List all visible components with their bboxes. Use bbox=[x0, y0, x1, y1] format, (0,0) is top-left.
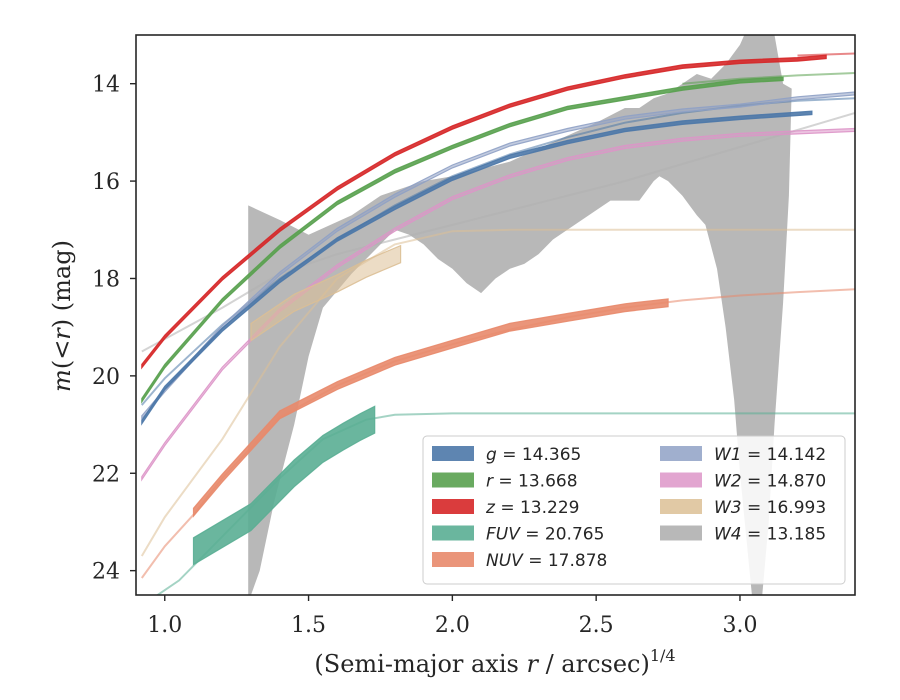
series-z-band bbox=[141, 54, 827, 370]
legend-label-z: z = 13.229 bbox=[485, 498, 579, 518]
x-tick-label: 1.5 bbox=[291, 613, 326, 638]
legend-label-r: r = 13.668 bbox=[486, 472, 578, 492]
series-W2-band bbox=[141, 127, 855, 482]
x-axis-label: (Semi-major axis r / arcsec)1/4 bbox=[314, 646, 675, 678]
legend-label-NUV: NUV = 17.878 bbox=[486, 551, 607, 571]
legend-swatch-W2 bbox=[660, 472, 702, 488]
y-axis-label: m(<r) (mag) bbox=[48, 240, 76, 392]
legend-label-FUV: FUV = 20.765 bbox=[486, 525, 604, 545]
legend-swatch-r bbox=[432, 472, 474, 488]
legend-label-W4: W4 = 13.185 bbox=[714, 525, 826, 545]
legend-swatch-W3 bbox=[660, 499, 702, 514]
legend-swatch-W1 bbox=[660, 446, 702, 461]
y-tick-label: 22 bbox=[92, 462, 120, 487]
x-axis: 1.0 1.5 2.0 2.5 3.0 bbox=[147, 595, 757, 638]
series-W3-model-line bbox=[140, 228, 855, 557]
series-NUV-band bbox=[192, 298, 669, 518]
legend-label-W3: W3 = 16.993 bbox=[714, 498, 826, 518]
legend-box bbox=[422, 435, 846, 585]
y-tick-label: 20 bbox=[92, 365, 120, 390]
y-tick-label: 24 bbox=[92, 560, 120, 585]
y-tick-label: 18 bbox=[92, 267, 120, 292]
legend-swatch-NUV bbox=[432, 552, 474, 567]
x-tick-label: 3.0 bbox=[722, 613, 757, 638]
x-tick-label: 2.5 bbox=[579, 613, 614, 638]
series-r-model-line bbox=[682, 72, 855, 85]
plot-frame bbox=[135, 34, 856, 596]
x-tick-label: 2.0 bbox=[435, 613, 470, 638]
legend-label-g: g = 14.365 bbox=[486, 445, 581, 465]
legend-label-W2: W2 = 14.870 bbox=[714, 472, 826, 492]
series-g-band bbox=[141, 110, 813, 426]
y-tick-label: 16 bbox=[92, 170, 120, 195]
legend-swatch-z bbox=[432, 499, 474, 514]
series-W1-band bbox=[141, 91, 855, 421]
series-z-model-line bbox=[797, 52, 855, 57]
y-axis: 14 16 18 20 22 24 bbox=[92, 73, 136, 585]
series-FUV-band bbox=[192, 405, 376, 566]
legend-swatch-g bbox=[432, 446, 474, 461]
legend-label-W1: W1 = 14.142 bbox=[714, 445, 826, 465]
legend-swatch-FUV bbox=[432, 525, 474, 541]
x-tick-label: 1.0 bbox=[147, 613, 182, 638]
legend: g = 14.365 r = 13.668 z = 13.229 FUV = 20.7… bbox=[422, 435, 846, 585]
series-r-band bbox=[141, 76, 784, 404]
plot-area bbox=[140, 35, 855, 595]
series-W4-band bbox=[248, 35, 792, 595]
legend-swatch-W4 bbox=[660, 525, 702, 541]
y-tick-label: 14 bbox=[92, 73, 120, 98]
series-W3-band bbox=[250, 244, 402, 342]
